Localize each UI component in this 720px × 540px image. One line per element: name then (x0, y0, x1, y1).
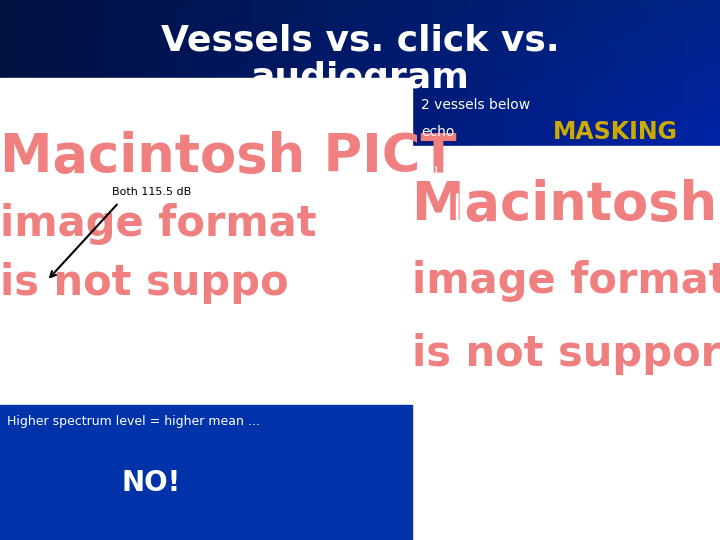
Text: is not supported: is not supported (412, 333, 720, 375)
Text: Both 115.5 dB: Both 115.5 dB (112, 187, 191, 197)
Text: image format: image format (412, 260, 720, 302)
Bar (412, 146, 720, 540)
Text: Macintosh PICT: Macintosh PICT (0, 131, 456, 183)
Bar (0, 405, 412, 540)
Text: audiogram: audiogram (251, 62, 469, 95)
Text: Macintosh PICT: Macintosh PICT (412, 179, 720, 231)
Bar (0, 78, 412, 405)
Text: 2 vessels below: 2 vessels below (421, 98, 531, 112)
Text: Higher spectrum level = higher mean ...: Higher spectrum level = higher mean ... (7, 415, 260, 428)
Text: NO!: NO! (122, 469, 181, 497)
Text: MASKING: MASKING (553, 120, 678, 144)
Text: is not suppo: is not suppo (0, 262, 289, 305)
Text: echo: echo (421, 125, 454, 139)
Text: All vessels above echo: All vessels above echo (421, 166, 578, 180)
Text: Vessels vs. click vs.: Vessels vs. click vs. (161, 24, 559, 57)
Text: image format: image format (0, 203, 317, 245)
